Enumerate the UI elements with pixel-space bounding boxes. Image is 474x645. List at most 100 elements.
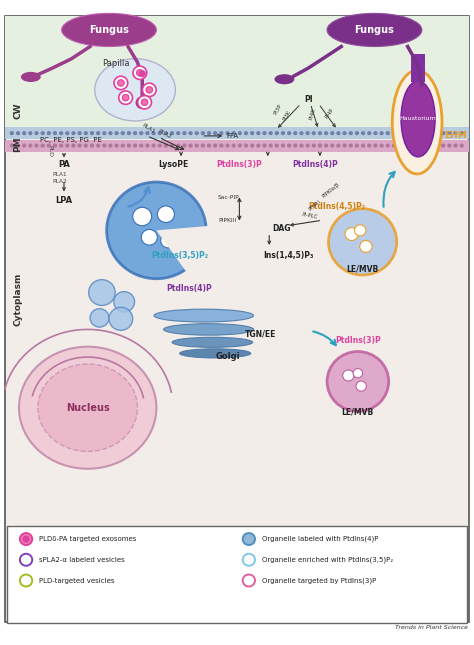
Circle shape bbox=[16, 131, 20, 135]
Text: Cytoplasm: Cytoplasm bbox=[13, 273, 22, 326]
Circle shape bbox=[293, 131, 298, 135]
Text: Papilla: Papilla bbox=[102, 59, 129, 68]
Text: PtdIns(4,5)P₂: PtdIns(4,5)P₂ bbox=[308, 202, 365, 211]
Circle shape bbox=[355, 131, 359, 135]
Circle shape bbox=[343, 144, 347, 148]
Circle shape bbox=[10, 144, 14, 148]
Circle shape bbox=[374, 144, 377, 148]
Circle shape bbox=[53, 131, 57, 135]
Text: Nucleus: Nucleus bbox=[66, 402, 109, 413]
Text: PtdIns(4)P: PtdIns(4)P bbox=[167, 284, 212, 293]
Text: PtdIns(4)P: PtdIns(4)P bbox=[292, 161, 338, 170]
Circle shape bbox=[114, 76, 128, 90]
Text: Organelle enriched with PtdIns(3,5)P₂: Organelle enriched with PtdIns(3,5)P₂ bbox=[262, 557, 393, 563]
Circle shape bbox=[118, 91, 132, 104]
Circle shape bbox=[250, 131, 255, 135]
Ellipse shape bbox=[38, 364, 137, 452]
Text: PI: PI bbox=[304, 95, 313, 104]
Wedge shape bbox=[156, 226, 209, 272]
Circle shape bbox=[300, 131, 304, 135]
Ellipse shape bbox=[327, 14, 422, 46]
FancyBboxPatch shape bbox=[411, 54, 425, 82]
Text: PLDδ-PA targeted exosomes: PLDδ-PA targeted exosomes bbox=[39, 536, 137, 542]
Circle shape bbox=[90, 131, 94, 135]
Text: PLD: PLD bbox=[47, 145, 53, 157]
Text: PI4P: PI4P bbox=[325, 108, 336, 120]
Circle shape bbox=[22, 144, 27, 148]
Circle shape bbox=[404, 144, 409, 148]
Circle shape bbox=[142, 83, 156, 97]
Circle shape bbox=[146, 131, 150, 135]
Circle shape bbox=[157, 144, 162, 148]
Text: PLA1: PLA1 bbox=[141, 123, 156, 135]
Text: DAG: DAG bbox=[273, 224, 291, 233]
Circle shape bbox=[306, 144, 310, 148]
Text: PIPKIα/β: PIPKIα/β bbox=[321, 182, 341, 199]
Circle shape bbox=[256, 144, 261, 148]
Circle shape bbox=[133, 131, 137, 135]
Circle shape bbox=[118, 80, 124, 86]
Text: PA: PA bbox=[58, 161, 70, 170]
Text: sPLA2-α labeled vesicles: sPLA2-α labeled vesicles bbox=[39, 557, 125, 563]
Circle shape bbox=[263, 144, 266, 148]
Circle shape bbox=[72, 131, 76, 135]
Circle shape bbox=[453, 144, 457, 148]
Circle shape bbox=[380, 144, 384, 148]
Circle shape bbox=[109, 144, 113, 148]
Circle shape bbox=[65, 131, 69, 135]
Ellipse shape bbox=[19, 347, 156, 469]
Ellipse shape bbox=[136, 96, 149, 109]
Circle shape bbox=[238, 131, 242, 135]
Ellipse shape bbox=[401, 81, 435, 157]
Circle shape bbox=[447, 144, 451, 148]
Ellipse shape bbox=[164, 324, 254, 335]
Text: PLA2: PLA2 bbox=[156, 129, 172, 140]
Circle shape bbox=[281, 131, 285, 135]
Circle shape bbox=[133, 144, 137, 148]
Circle shape bbox=[435, 144, 439, 148]
Circle shape bbox=[263, 131, 266, 135]
Circle shape bbox=[170, 131, 174, 135]
Circle shape bbox=[141, 99, 148, 106]
Text: PtdIns(3)P: PtdIns(3)P bbox=[335, 336, 381, 345]
Circle shape bbox=[10, 131, 14, 135]
Circle shape bbox=[337, 144, 341, 148]
Circle shape bbox=[146, 86, 153, 93]
FancyBboxPatch shape bbox=[5, 16, 469, 129]
Circle shape bbox=[120, 144, 125, 148]
Text: Ins(1,4,5)P₃: Ins(1,4,5)P₃ bbox=[263, 251, 313, 260]
Ellipse shape bbox=[180, 349, 251, 358]
Circle shape bbox=[404, 131, 409, 135]
Circle shape bbox=[435, 131, 439, 135]
Circle shape bbox=[380, 131, 384, 135]
Circle shape bbox=[122, 94, 129, 101]
Circle shape bbox=[330, 131, 335, 135]
Text: Fungus: Fungus bbox=[355, 25, 394, 35]
Circle shape bbox=[195, 131, 199, 135]
Circle shape bbox=[250, 144, 255, 148]
Circle shape bbox=[398, 144, 402, 148]
Circle shape bbox=[65, 144, 69, 148]
Circle shape bbox=[269, 131, 273, 135]
Circle shape bbox=[115, 131, 118, 135]
Circle shape bbox=[269, 144, 273, 148]
Text: PC, PE, PS, PG  PE: PC, PE, PS, PG PE bbox=[40, 137, 102, 143]
Text: PI3K: PI3K bbox=[282, 110, 292, 122]
Text: Trends in Plant Science: Trends in Plant Science bbox=[395, 625, 468, 630]
Text: PI4K: PI4K bbox=[309, 107, 317, 120]
Text: Sac-PIP: Sac-PIP bbox=[218, 195, 240, 200]
Circle shape bbox=[300, 144, 304, 148]
Circle shape bbox=[164, 131, 168, 135]
Circle shape bbox=[374, 131, 377, 135]
Circle shape bbox=[447, 131, 451, 135]
Circle shape bbox=[417, 131, 421, 135]
Circle shape bbox=[213, 131, 217, 135]
Circle shape bbox=[157, 131, 162, 135]
Circle shape bbox=[355, 225, 366, 236]
Circle shape bbox=[225, 144, 229, 148]
Circle shape bbox=[324, 144, 328, 148]
Circle shape bbox=[89, 280, 115, 306]
Circle shape bbox=[243, 575, 255, 586]
Circle shape bbox=[127, 131, 131, 135]
Circle shape bbox=[318, 131, 322, 135]
